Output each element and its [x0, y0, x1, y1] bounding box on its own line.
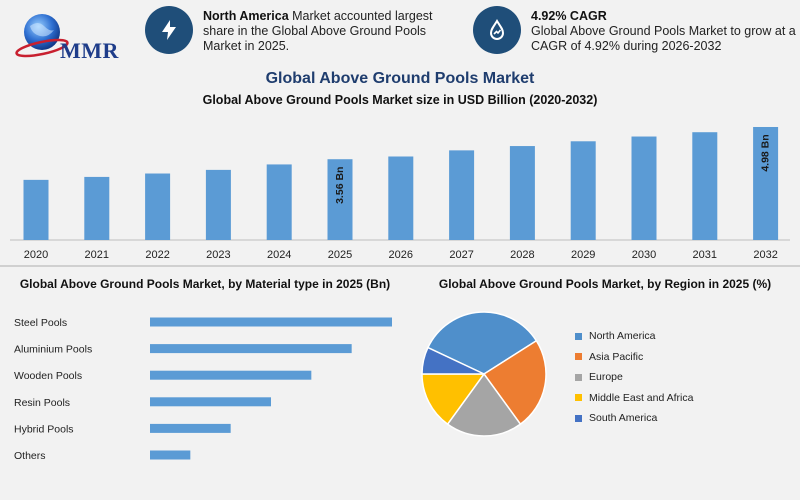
material-bar-chart: Steel Pools Aluminium Pools Wooden Pools Re…	[14, 317, 392, 462]
legend-item: Middle East and Africa	[575, 388, 693, 409]
hbar-wooden-pools	[150, 370, 312, 380]
bar-2028	[509, 146, 535, 240]
legend-item: South America	[575, 408, 693, 429]
mmr-logo: MMR	[14, 8, 124, 64]
x-tick-label: 2026	[389, 249, 413, 261]
stat-text: 4.92% CAGR Global Above Ground Pools Mark…	[531, 9, 796, 54]
data-label: 4.98 Bn	[759, 134, 771, 171]
legend-swatch	[575, 332, 582, 340]
hbar-others	[150, 450, 191, 460]
stat-cagr: 4.92% CAGR Global Above Ground Pools Mark…	[473, 6, 796, 58]
stat-circle	[145, 6, 193, 54]
bar-2030	[631, 136, 657, 240]
stat-north-america: North America Market accounted largest s…	[145, 6, 445, 58]
data-label: 3.56 Bn	[334, 167, 346, 204]
market-size-bar-chart: 2020 2021 2022 2023 2024 2025 2026 2027 2028 2029…	[10, 126, 790, 261]
x-tick-label: 2022	[145, 249, 169, 261]
x-tick-label: 2025	[328, 249, 352, 261]
legend-label: Asia Pacific	[589, 350, 644, 363]
category-label: Wooden Pools	[14, 370, 82, 382]
x-tick-label: 2030	[632, 249, 656, 261]
legend-item: Europe	[575, 367, 693, 388]
stat-body: Global Above Ground Pools Market to grow…	[531, 24, 796, 53]
bar-2021	[84, 176, 110, 240]
bar-2025	[327, 159, 353, 240]
x-tick-label: 2031	[693, 249, 717, 261]
lightning-icon	[162, 20, 176, 40]
legend-label: Middle East and Africa	[589, 391, 694, 404]
x-tick-label: 2027	[449, 249, 473, 261]
section-divider	[0, 265, 800, 267]
bar-2024	[266, 164, 292, 240]
legend-label: South America	[589, 412, 658, 425]
legend-item: Asia Pacific	[575, 347, 693, 368]
stat-body: Market accounted largest share in the Gl…	[203, 9, 433, 53]
page-title: Global Above Ground Pools Market	[265, 70, 535, 87]
bar-2027	[449, 150, 475, 240]
globe-icon	[15, 14, 69, 58]
category-label: Hybrid Pools	[14, 423, 74, 435]
x-tick-label: 2023	[206, 249, 230, 261]
legend-label: North America	[589, 330, 656, 343]
x-tick-label: 2028	[510, 249, 534, 261]
hbar-hybrid-pools	[150, 423, 231, 433]
category-label: Others	[14, 450, 46, 462]
growth-drop-icon	[489, 19, 505, 40]
bar-2020	[23, 179, 49, 240]
region-pie-chart	[421, 311, 547, 437]
bar-2032	[753, 126, 779, 240]
region-chart-title: Global Above Ground Pools Market, by Reg…	[438, 277, 772, 291]
x-tick-label: 2021	[85, 249, 109, 261]
logo-text: MMR	[60, 38, 119, 63]
stat-circle	[473, 6, 521, 54]
stat-bold: 4.92% CAGR	[531, 9, 607, 23]
pie-slice-middle-east-and-africa	[421, 373, 486, 426]
stat-text: North America Market accounted largest s…	[203, 9, 443, 54]
bar-2023	[205, 169, 231, 240]
legend-label: Europe	[589, 371, 623, 384]
bar-2022	[145, 173, 171, 240]
x-tick-label: 2020	[24, 249, 48, 261]
legend-swatch	[575, 373, 582, 381]
x-tick-label: 2024	[267, 249, 291, 261]
category-label: Aluminium Pools	[14, 344, 92, 356]
hbar-steel-pools	[150, 317, 392, 327]
legend-swatch	[575, 353, 582, 361]
bar-2031	[692, 132, 718, 240]
hbar-aluminium-pools	[150, 344, 352, 354]
x-tick-label: 2032	[753, 249, 777, 261]
x-tick-label: 2029	[571, 249, 595, 261]
bar-chart-title: Global Above Ground Pools Market size in…	[202, 93, 598, 107]
legend-swatch	[575, 414, 582, 422]
legend-item: North America	[575, 326, 693, 347]
hbar-resin-pools	[150, 397, 271, 407]
pie-slice-north-america	[426, 311, 538, 375]
category-label: Steel Pools	[14, 317, 67, 329]
region-legend: North America Asia Pacific Europe Middle Ea…	[575, 326, 693, 429]
pie-slice-asia-pacific	[482, 339, 547, 426]
legend-swatch	[575, 394, 582, 402]
category-label: Resin Pools	[14, 397, 70, 409]
bar-2029	[570, 141, 596, 240]
pie-slice-europe	[446, 372, 522, 437]
bar-2026	[388, 156, 414, 240]
material-chart-title: Global Above Ground Pools Market, by Mat…	[19, 277, 391, 291]
pie-slice-south-america	[421, 346, 485, 375]
stat-bold: North America	[203, 9, 289, 23]
